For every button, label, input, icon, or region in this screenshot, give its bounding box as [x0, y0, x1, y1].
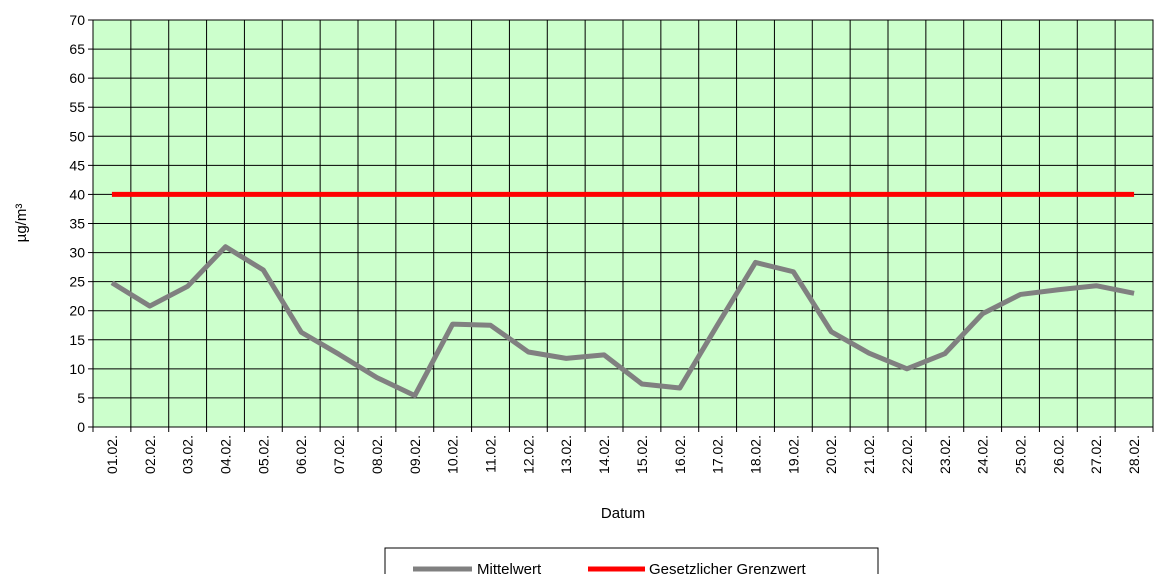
- x-tick-label: 25.02.: [1013, 435, 1029, 474]
- y-tick-label: 65: [69, 41, 85, 57]
- y-tick-label: 45: [69, 157, 85, 173]
- y-tick-label: 60: [69, 70, 85, 86]
- y-tick-label: 55: [69, 99, 85, 115]
- x-tick-label: 22.02.: [899, 435, 915, 474]
- x-tick-label: 01.02.: [104, 435, 120, 474]
- x-tick-label: 28.02.: [1126, 435, 1142, 474]
- x-tick-label: 14.02.: [596, 435, 612, 474]
- series-layer: [110, 191, 1135, 399]
- x-tick-label: 20.02.: [823, 435, 839, 474]
- legend-label-grenzwert: Gesetzlicher Grenzwert: [649, 561, 807, 574]
- x-tick-label: 19.02.: [785, 435, 801, 474]
- x-tick-label: 09.02.: [407, 435, 423, 474]
- y-tick-label: 35: [69, 216, 85, 232]
- y-tick-label: 70: [69, 12, 85, 28]
- legend-label-mittelwert: Mittelwert: [477, 561, 542, 574]
- x-tick-label: 26.02.: [1050, 435, 1066, 474]
- x-axis-ticks: 01.02. 02.02. 03.02. 04.02. 05.02. 06.02. 07.0…: [92, 427, 1154, 474]
- x-tick-label: 07.02.: [331, 435, 347, 474]
- x-tick-label: 10.02.: [445, 435, 461, 474]
- x-axis-title: Datum: [601, 505, 645, 522]
- x-tick-label: 11.02.: [483, 435, 499, 473]
- y-axis-ticks: 0 5 10 15 20 25 30 35 40 45 50 55 60 65 70: [69, 12, 93, 435]
- y-tick-label: 0: [77, 419, 85, 435]
- x-tick-label: 27.02.: [1088, 435, 1104, 474]
- y-axis-title: µg/m³: [13, 204, 30, 243]
- x-tick-label: 24.02.: [975, 435, 991, 474]
- x-tick-label: 02.02.: [142, 435, 158, 474]
- x-tick-label: 15.02.: [634, 435, 650, 474]
- x-tick-label: 16.02.: [672, 435, 688, 474]
- x-tick-label: 23.02.: [937, 435, 953, 474]
- y-tick-label: 5: [77, 390, 85, 406]
- x-tick-label: 12.02.: [520, 435, 536, 474]
- x-tick-label: 03.02.: [180, 435, 196, 474]
- x-tick-label: 04.02.: [218, 435, 234, 474]
- x-tick-label: 06.02.: [293, 435, 309, 474]
- x-tick-label: 08.02.: [369, 435, 385, 474]
- y-tick-label: 50: [69, 128, 85, 144]
- x-tick-label: 17.02.: [710, 435, 726, 474]
- x-tick-label: 13.02.: [558, 435, 574, 474]
- y-tick-label: 30: [69, 245, 85, 261]
- y-tick-label: 25: [69, 274, 85, 290]
- y-tick-label: 10: [69, 361, 85, 377]
- y-tick-label: 40: [69, 186, 85, 202]
- series-line-0: [110, 244, 1135, 399]
- legend: Mittelwert Gesetzlicher Grenzwert: [384, 547, 879, 574]
- x-tick-label: 05.02.: [255, 435, 271, 474]
- x-tick-label: 18.02.: [748, 435, 764, 474]
- x-tick-label: 21.02.: [861, 435, 877, 474]
- y-tick-label: 15: [69, 332, 85, 348]
- y-tick-label: 20: [69, 303, 85, 319]
